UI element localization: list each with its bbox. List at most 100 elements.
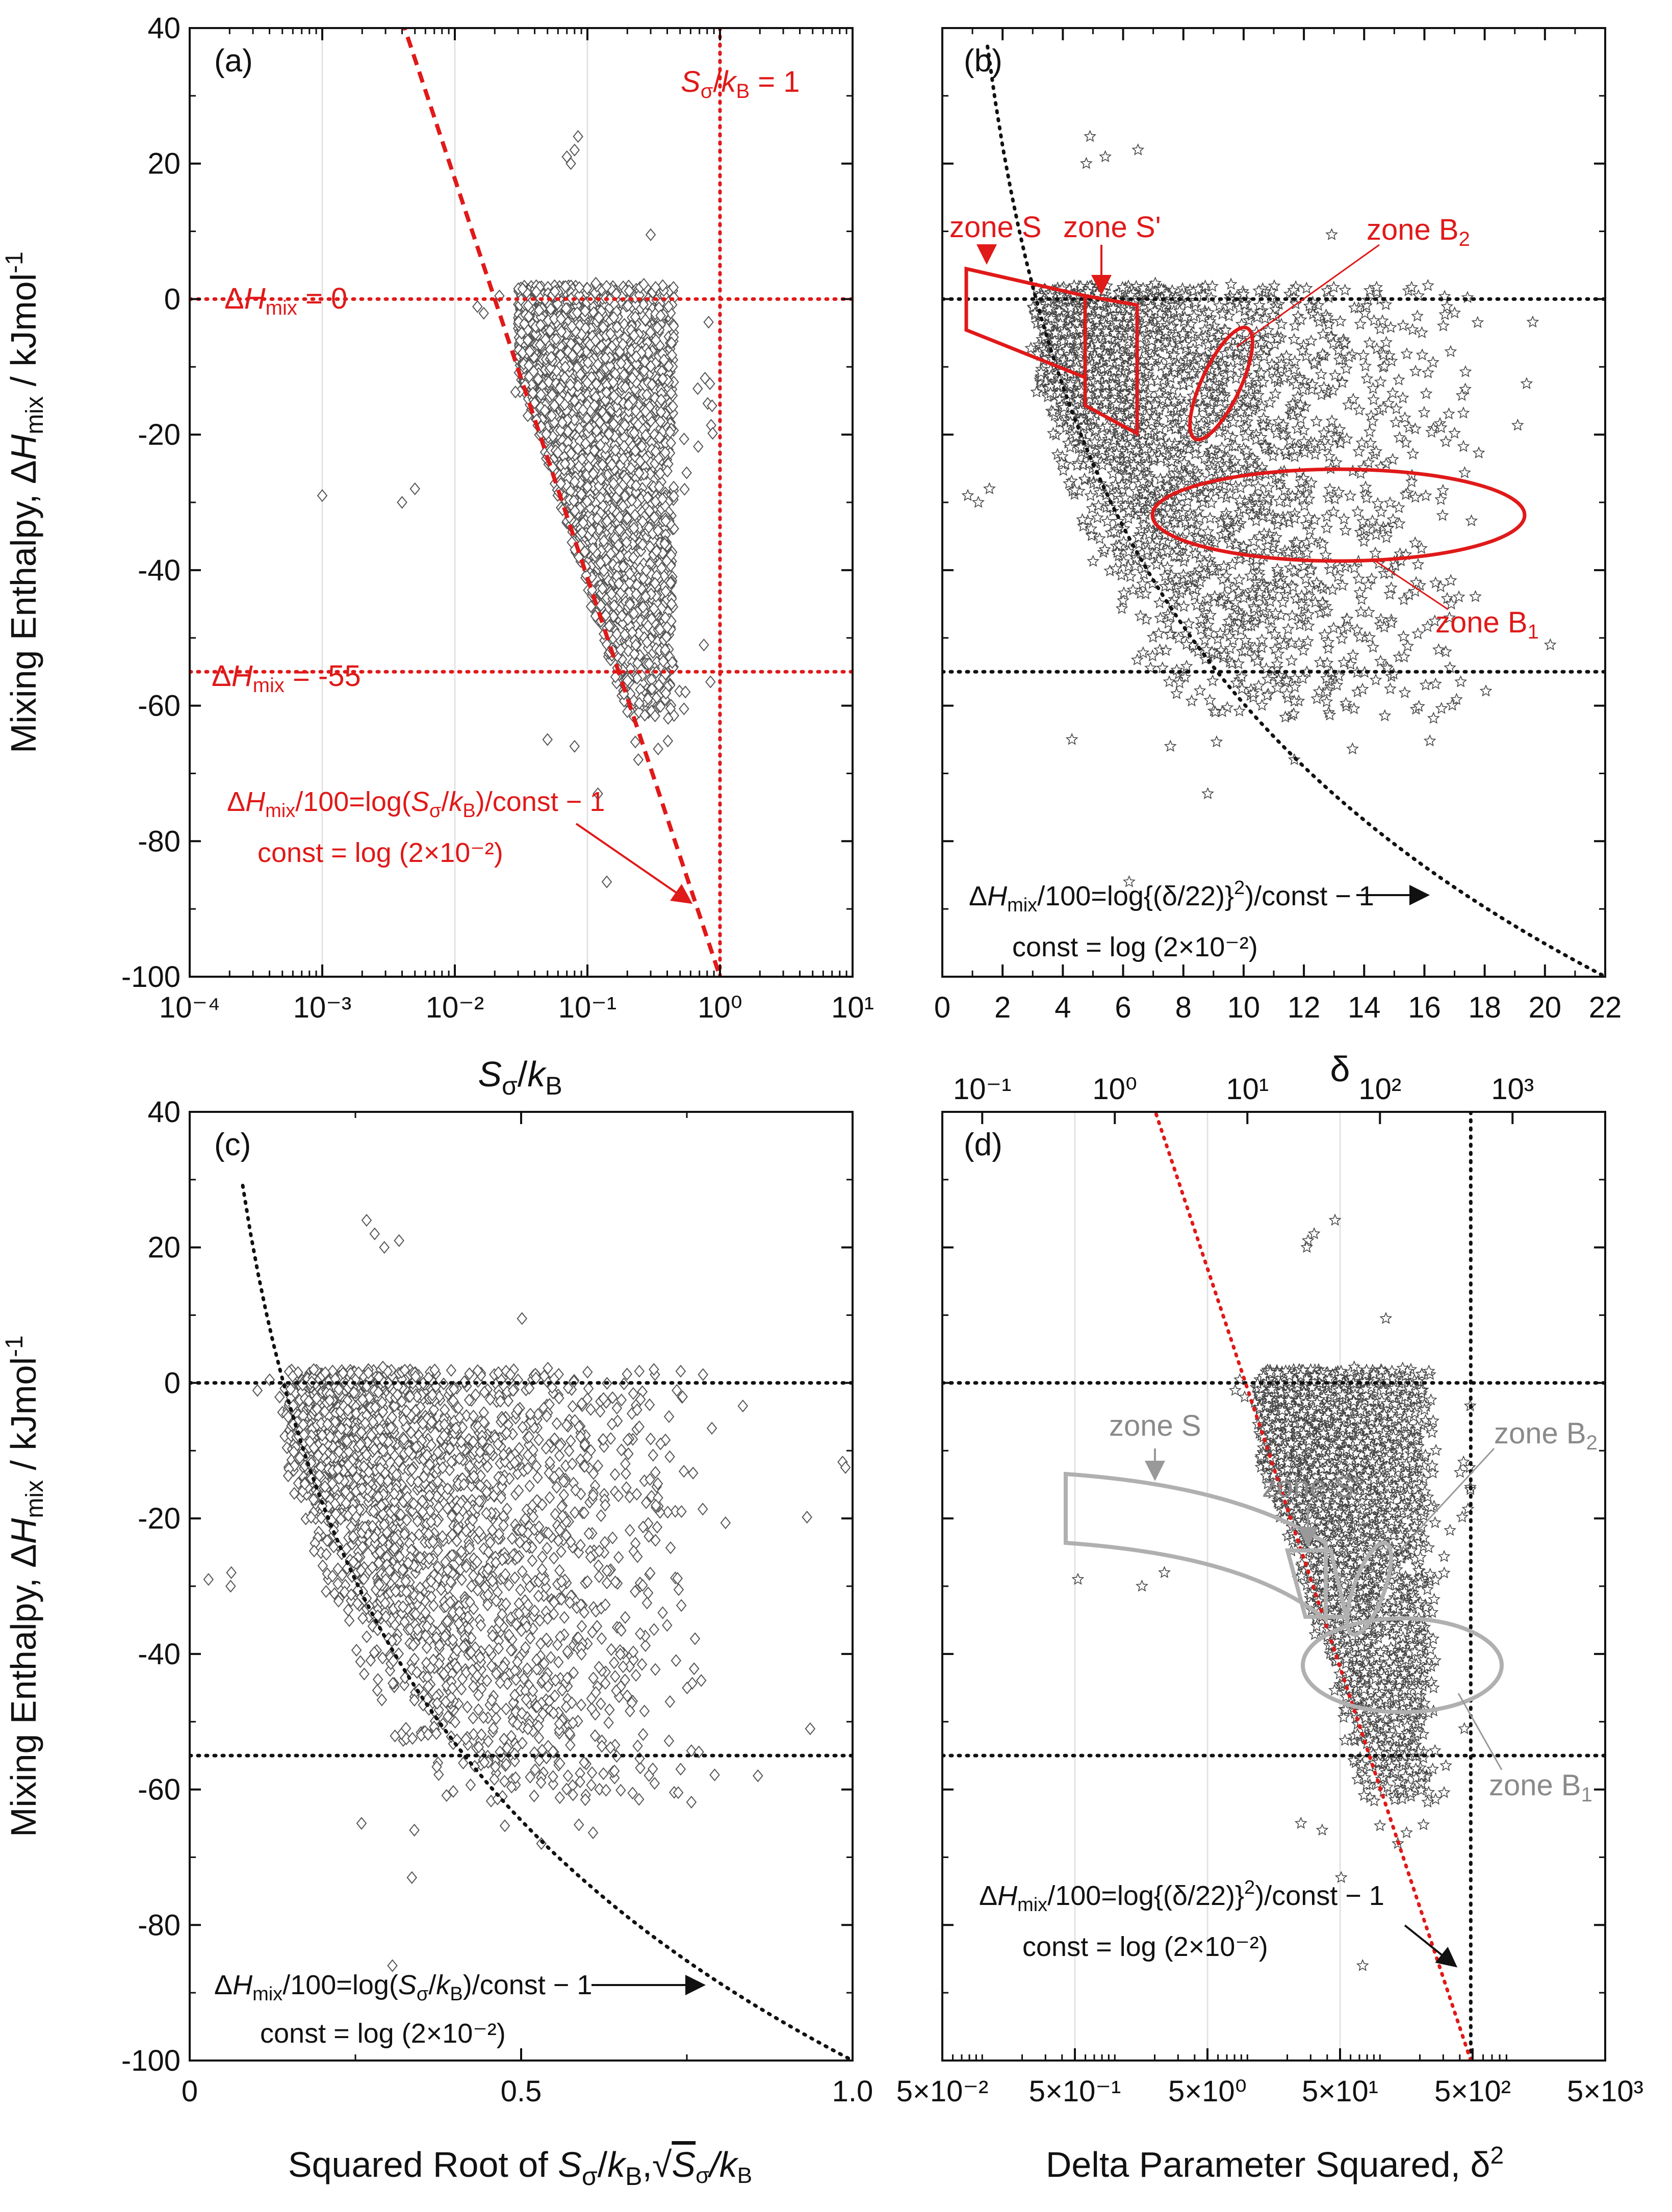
- panel-b-point: [1129, 485, 1143, 497]
- panel-b-point: [1444, 574, 1457, 586]
- panel-b-point: [1239, 644, 1251, 656]
- panel-a-point: [653, 742, 664, 755]
- panel-a-point: [621, 472, 632, 486]
- panel-a-point: [665, 576, 676, 590]
- x-tick-label: 10⁻⁴: [159, 991, 220, 1024]
- panel-a-point: [583, 460, 594, 473]
- panel-b-point: [1320, 695, 1333, 707]
- panel-b-point: [1140, 410, 1153, 422]
- panel-a-point: [605, 547, 616, 561]
- panel-b-point: [1383, 496, 1397, 508]
- panel-b-point: [1251, 654, 1264, 667]
- panel-a-point: [522, 334, 533, 347]
- panel-b-point: [1168, 549, 1181, 562]
- panel-b-point: [1046, 405, 1060, 418]
- panel-b-point: [1405, 475, 1418, 488]
- panel-a-point: [615, 549, 626, 563]
- panel-a-point: [576, 488, 587, 501]
- panel-b-point: [1290, 378, 1303, 390]
- panel-a-point: [640, 313, 651, 326]
- panel-b-point: [1271, 332, 1284, 344]
- panel-a-point: [657, 372, 668, 386]
- panel-b-point: [1068, 279, 1081, 291]
- panel-b-point: [1178, 456, 1191, 468]
- panel-b-point: [1109, 562, 1122, 574]
- panel-b-point: [1323, 450, 1336, 462]
- panel-b-point: [1112, 539, 1125, 551]
- panel-a-point: [555, 477, 567, 490]
- panel-b-point: [1364, 437, 1377, 449]
- panel-b-point: [1152, 511, 1165, 524]
- panel-b-point: [1411, 627, 1424, 640]
- panel-b-point: [1303, 299, 1316, 312]
- panel-a-point: [654, 431, 665, 444]
- panel-b-point: [1294, 412, 1307, 424]
- panel-a-boundary-curve: [402, 28, 722, 977]
- panel-a-point: [624, 567, 635, 580]
- panel-a-point: [595, 491, 606, 504]
- panel-b-point: [1220, 452, 1233, 464]
- panel-b-point: [1119, 351, 1132, 363]
- panel-a-point: [574, 281, 585, 294]
- panel-a-point: [546, 350, 557, 364]
- panel-b-point: [1111, 546, 1124, 558]
- panel-a-point: [586, 524, 597, 537]
- panel-b-point: [1446, 698, 1459, 711]
- panel-b-point: [1250, 501, 1263, 514]
- panel-a-point: [637, 600, 649, 614]
- panel-b-point: [1256, 600, 1270, 613]
- panel-a-point: [662, 711, 674, 725]
- panel-b-point: [1263, 396, 1276, 409]
- panel-a-point: [569, 143, 580, 157]
- panel-b-point: [1201, 525, 1215, 538]
- panel-b-point: [1156, 392, 1169, 405]
- panel-a-point: [317, 489, 328, 502]
- panel-b-point: [1100, 419, 1114, 432]
- panel-a-point: [592, 512, 603, 525]
- panel-a-point: [523, 310, 534, 323]
- panel-a-point: [613, 577, 624, 590]
- panel-a-point: [572, 442, 583, 455]
- panel-b-point: [1096, 444, 1109, 456]
- panel-b-point: [1347, 392, 1360, 405]
- panel-a-point: [615, 357, 627, 370]
- panel-b-point: [1223, 537, 1237, 549]
- panel-b-point: [1064, 440, 1076, 453]
- panel-a-point: [656, 562, 667, 575]
- panel-b-point: [1436, 484, 1450, 496]
- panel-a-point: [679, 482, 690, 496]
- panel-a-point: [644, 657, 655, 671]
- panel-b-point: [1296, 672, 1309, 684]
- panel-b-point: [1108, 457, 1121, 470]
- panel-a-point: [562, 414, 573, 427]
- panel-b-point: [1310, 415, 1323, 427]
- panel-b-point: [1263, 511, 1276, 523]
- panel-a-point: [595, 438, 606, 452]
- panel-b-point: [1214, 627, 1227, 639]
- panel-a-point: [585, 600, 597, 613]
- panel-b-point: [1379, 298, 1393, 311]
- panel-b-point: [1362, 456, 1375, 468]
- panel-a-point: [627, 371, 638, 385]
- panel-a-xlabel: Sσ/kB: [478, 1054, 562, 1100]
- panel-a-point: [660, 687, 672, 700]
- panel-b-point: [1240, 611, 1253, 624]
- panel-a-point: [608, 417, 619, 430]
- panel-a-point: [665, 702, 676, 715]
- panel-b-point: [1141, 294, 1154, 307]
- panel-a-point: [668, 281, 679, 294]
- panel-a-point: [578, 403, 588, 417]
- panel-b-point: [1289, 319, 1302, 332]
- panel-b-point: [1258, 440, 1271, 452]
- panel-a-point: [619, 628, 630, 641]
- panel-b-point: [1189, 447, 1202, 460]
- panel-b-point: [1123, 463, 1136, 476]
- panel-a-point: [510, 386, 521, 399]
- panel-b-point: [1438, 308, 1452, 320]
- panel-b-point: [1399, 488, 1412, 500]
- panel-a-point: [579, 545, 590, 558]
- panel-b-point: [1131, 530, 1145, 543]
- panel-b-point: [1254, 430, 1268, 443]
- panel-b-point: [1421, 366, 1435, 378]
- panel-a-point: [569, 413, 580, 426]
